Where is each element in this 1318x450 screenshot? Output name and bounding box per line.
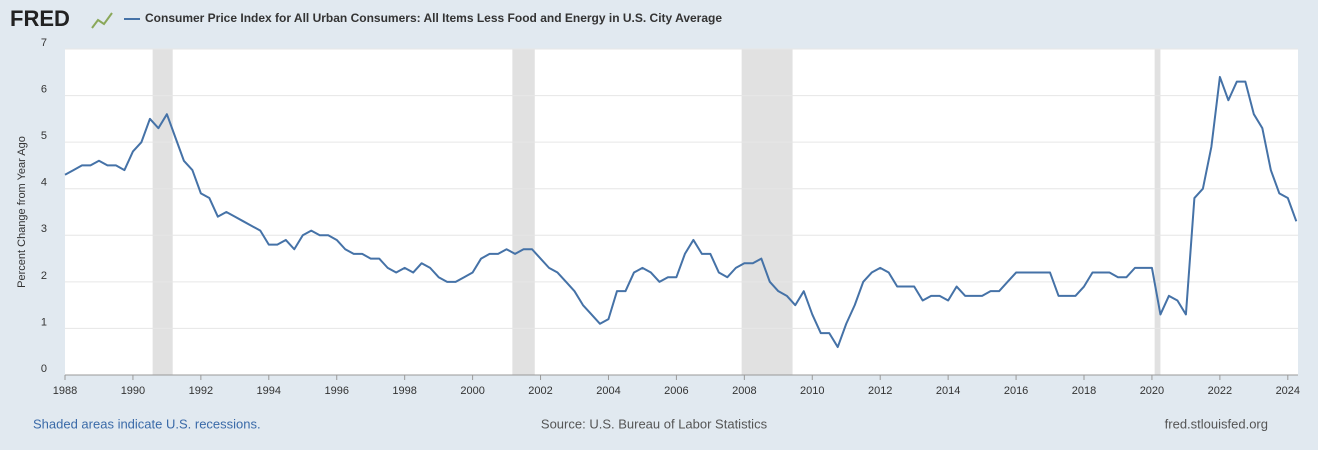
recession-band	[741, 49, 793, 375]
y-tick-label: 2	[41, 270, 47, 282]
x-tick-label: 2004	[596, 385, 620, 397]
x-tick-label: 1992	[189, 385, 213, 397]
x-tick-label: 2022	[1208, 385, 1232, 397]
chart-title: Consumer Price Index for All Urban Consu…	[145, 11, 722, 25]
recession-band	[1154, 49, 1161, 375]
x-tick-label: 2014	[936, 385, 960, 397]
logo-icon	[91, 12, 113, 29]
y-tick-label: 4	[41, 177, 47, 189]
x-tick-label: 2024	[1276, 385, 1300, 397]
x-tick-label: 2016	[1004, 385, 1028, 397]
y-tick-label: 5	[41, 130, 47, 142]
x-tick-label: 2008	[732, 385, 756, 397]
x-tick-label: 1990	[121, 385, 145, 397]
y-tick-label: 1	[41, 316, 47, 328]
x-tick-label: 1996	[324, 385, 348, 397]
data-line	[64, 75, 1298, 349]
y-tick-label: 0	[41, 363, 47, 375]
y-tick-label: 3	[41, 223, 47, 235]
plot-area	[65, 49, 1298, 375]
y-tick-label: 6	[41, 83, 47, 95]
recession-note[interactable]: Shaded areas indicate U.S. recessions.	[33, 416, 261, 431]
recession-band	[152, 49, 173, 375]
x-tick-label: 2002	[528, 385, 552, 397]
logo: FRED	[10, 6, 70, 31]
site-link[interactable]: fred.stlouisfed.org	[1165, 416, 1268, 431]
x-tick-label: 2018	[1072, 385, 1096, 397]
x-tick-label: 2020	[1140, 385, 1164, 397]
y-axis-label: Percent Change from Year Ago	[16, 136, 28, 288]
x-tick-label: 1998	[392, 385, 416, 397]
x-tick-label: 2000	[460, 385, 484, 397]
source: Source: U.S. Bureau of Labor Statistics	[541, 416, 768, 431]
x-tick-label: 2010	[800, 385, 824, 397]
x-tick-label: 1994	[257, 385, 281, 397]
x-tick-label: 1988	[53, 385, 77, 397]
y-tick-label: 7	[41, 37, 47, 49]
recession-band	[512, 49, 535, 375]
x-tick-label: 2012	[868, 385, 892, 397]
x-tick-label: 2006	[664, 385, 688, 397]
